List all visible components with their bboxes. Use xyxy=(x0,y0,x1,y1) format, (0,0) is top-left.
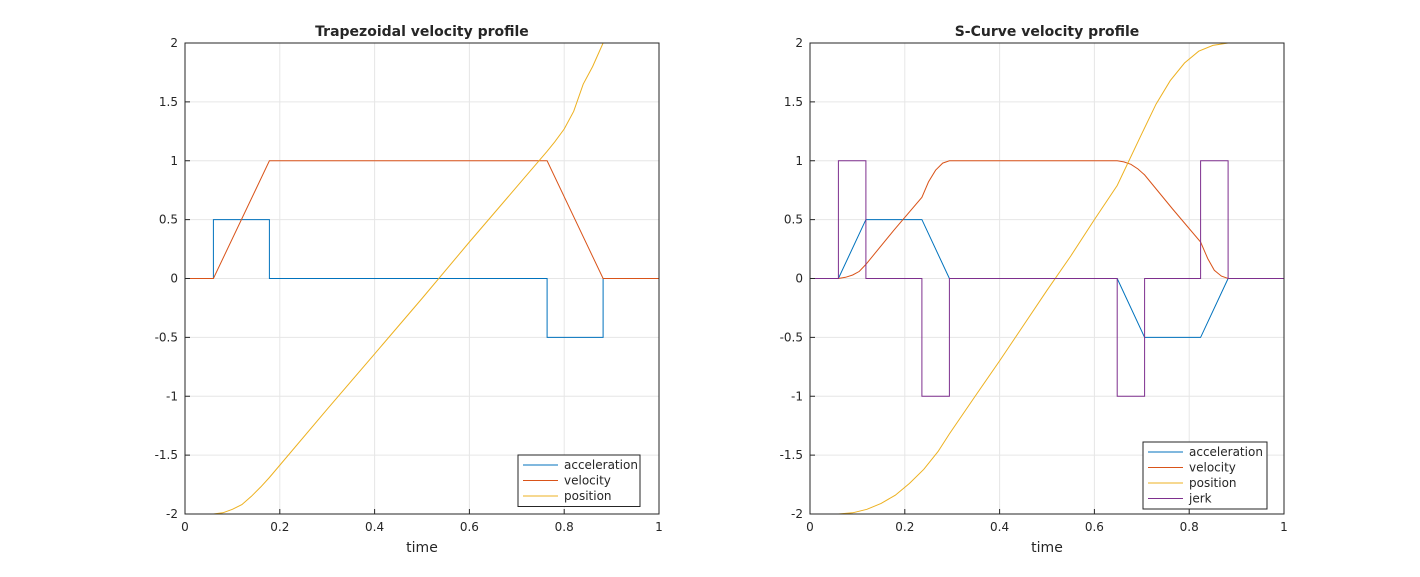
y-tick-label: 0.5 xyxy=(784,213,803,227)
x-tick-label: 0.8 xyxy=(1180,520,1199,534)
x-tick-label: 0.4 xyxy=(365,520,384,534)
x-tick-label: 1 xyxy=(655,520,663,534)
y-tick-label: -1 xyxy=(791,389,803,403)
y-tick-label: 2 xyxy=(170,36,178,50)
series-lines xyxy=(810,42,1284,515)
x-tick-label: 0.6 xyxy=(460,520,479,534)
x-tick-label: 0.6 xyxy=(1085,520,1104,534)
legend-label-jerk: jerk xyxy=(1188,492,1212,506)
y-tick-label: 0 xyxy=(795,272,803,286)
y-tick-label: -0.5 xyxy=(155,330,178,344)
y-tick-label: -1 xyxy=(166,389,178,403)
y-tick-label: 1.5 xyxy=(784,95,803,109)
legend-label-velocity: velocity xyxy=(564,474,611,488)
series-line-position xyxy=(185,42,659,515)
series-line-velocity xyxy=(185,160,659,279)
y-tick-label: 1.5 xyxy=(159,95,178,109)
series-lines xyxy=(185,42,659,515)
x-tick-label: 0.2 xyxy=(270,520,289,534)
legend-label-velocity: velocity xyxy=(1189,461,1236,475)
y-tick-label: 0.5 xyxy=(159,213,178,227)
chart-title: S-Curve velocity profile xyxy=(955,24,1140,40)
x-tick-label: 0.2 xyxy=(895,520,914,534)
x-tick-label: 1 xyxy=(1280,520,1288,534)
ticks: 0 0.2 0.4 0.6 0.8 1 -2 -1.5 -1 -0.5 0 0.5 1 1.5 2 xyxy=(155,36,663,534)
y-tick-label: -1.5 xyxy=(780,448,803,462)
y-tick-label: 1 xyxy=(795,154,803,168)
series-line-position xyxy=(810,42,1284,515)
x-tick-label: 0.4 xyxy=(990,520,1009,534)
x-axis-label: time xyxy=(1031,540,1063,556)
y-tick-label: -2 xyxy=(166,507,178,521)
ticks: 0 0.2 0.4 0.6 0.8 1 -2 -1.5 -1 -0.5 0 0.5 1 1.5 2 xyxy=(780,36,1288,534)
x-tick-label: 0 xyxy=(806,520,814,534)
y-tick-label: 0 xyxy=(170,272,178,286)
legend-label-position: position xyxy=(564,489,612,503)
legend-label-position: position xyxy=(1189,476,1237,490)
series-line-acceleration xyxy=(185,219,659,338)
x-tick-label: 0 xyxy=(181,520,189,534)
x-axis-label: time xyxy=(406,540,438,556)
y-tick-label: -1.5 xyxy=(155,448,178,462)
s-curve-chart: 0 0.2 0.4 0.6 0.8 1 -2 -1.5 -1 -0.5 0 0.5 1 1.5 2 S-Cu… xyxy=(780,24,1288,556)
trapezoidal-chart: 0 0.2 0.4 0.6 0.8 1 -2 -1.5 -1 -0.5 0 0.5 1 1.5 2 Trap… xyxy=(155,24,663,556)
series-line-jerk xyxy=(810,160,1284,397)
y-tick-label: -0.5 xyxy=(780,330,803,344)
y-tick-label: 2 xyxy=(795,36,803,50)
legend-box xyxy=(1142,441,1268,510)
legend-label-acceleration: acceleration xyxy=(1189,445,1263,459)
legend-label-acceleration: acceleration xyxy=(564,458,638,472)
x-tick-label: 0.8 xyxy=(555,520,574,534)
series-line-velocity xyxy=(810,160,1284,279)
y-tick-label: -2 xyxy=(791,507,803,521)
y-tick-label: 1 xyxy=(170,154,178,168)
chart-title: Trapezoidal velocity profile xyxy=(315,24,529,40)
